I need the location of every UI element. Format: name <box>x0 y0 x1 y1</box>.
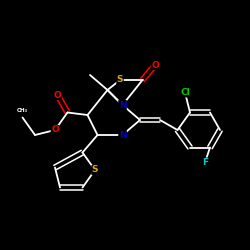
Text: S: S <box>117 76 123 84</box>
Text: Cl: Cl <box>180 88 190 97</box>
Text: O: O <box>151 60 159 70</box>
Text: S: S <box>92 166 98 174</box>
Text: O: O <box>51 126 59 134</box>
Text: O: O <box>54 90 61 100</box>
Text: N: N <box>119 100 126 110</box>
Text: N: N <box>119 130 126 140</box>
Text: CH₃: CH₃ <box>17 108 28 112</box>
Text: F: F <box>202 158 208 167</box>
